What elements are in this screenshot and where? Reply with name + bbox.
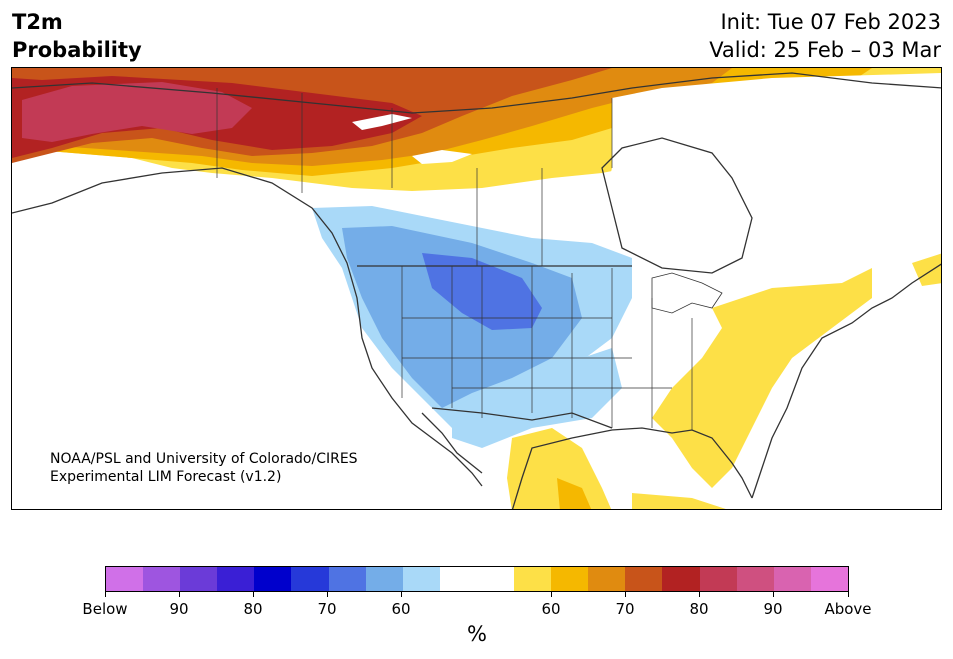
baja-coast [421,412,483,474]
colorbar-tickmark [253,592,254,597]
colorbar-segment [662,567,700,591]
colorbar-tickmark [848,592,849,597]
colorbar-segment [402,567,440,591]
chart-title: T2m Probability [12,8,142,64]
map-boundaries [12,72,941,509]
colorbar-tick-label: 80 [243,600,263,618]
colorbar-segment [439,567,477,591]
colorbar-tick-label: Below [82,600,128,618]
colorbar-tick-label: 70 [317,600,337,618]
forecast-map: NOAA/PSL and University of Colorado/CIRE… [11,67,942,510]
near-normal-east-canada [602,73,941,308]
below-60-mexico [452,348,622,448]
valid-date: Valid: 25 Feb – 03 Mar [709,38,941,62]
us-mexico-border [431,407,613,429]
colorbar-segment [476,567,515,591]
colorbar-segment [365,567,403,591]
map-canvas [12,68,941,509]
colorbar [105,566,849,592]
east-coast [751,263,941,499]
colorbar-tickmark [773,592,774,597]
product-label: Probability [12,38,142,62]
colorbar-tick-label: 60 [541,600,561,618]
lake-great-slave [352,114,412,130]
arctic-coast [12,72,941,114]
colorbar-segment [736,567,774,591]
lake-athabasca [412,150,472,164]
colorbar-segment [514,567,552,591]
great-lakes [651,272,723,314]
credit-line-1: NOAA/PSL and University of Colorado/CIRE… [50,451,358,467]
credit-text: NOAA/PSL and University of Colorado/CIRE… [50,450,358,486]
colorbar-segment [180,567,218,591]
colorbar-tick-label: 80 [689,600,709,618]
colorbar-segment [106,567,144,591]
above-60-east-us [652,268,872,488]
colorbar-segment [143,567,181,591]
colorbar-unit: % [467,622,487,646]
colorbar-tickmark [551,592,552,597]
above-65-mexico [557,478,592,509]
colorbar-segment [254,567,292,591]
colorbar-tickmark [699,592,700,597]
colorbar-segment [699,567,737,591]
colorbar-segment [625,567,663,591]
colorbar-tick-label: 90 [169,600,189,618]
above-85-alaska [22,82,252,142]
hudson-bay [601,137,753,274]
colorbar-segment [217,567,255,591]
colorbar-tick-label: 70 [615,600,635,618]
forecast-dates: Init: Tue 07 Feb 2023 Valid: 25 Feb – 03… [709,8,941,64]
gulf-coast [511,427,753,509]
colorbar-segment [551,567,589,591]
colorbar-tickmark [179,592,180,597]
init-date: Init: Tue 07 Feb 2023 [720,10,941,34]
colorbar-segment [588,567,626,591]
colorbar-segment [773,567,811,591]
colorbar-tickmark [327,592,328,597]
canada-province-lines [216,88,613,266]
colorbar-tick-label: Above [824,600,872,618]
colorbar-tickmark [625,592,626,597]
colorbar-segment [291,567,329,591]
colorbar-segment [810,567,848,591]
colorbar-tick-label: 60 [391,600,411,618]
pacific-coast [12,167,483,487]
above-60-caribbean [632,493,726,509]
colorbar-tickmark [105,592,106,597]
variable-label: T2m [12,10,63,34]
colorbar-tickmark [401,592,402,597]
credit-line-2: Experimental LIM Forecast (v1.2) [50,469,282,485]
colorbar-tick-label: 90 [763,600,783,618]
colorbar-segment [328,567,366,591]
state-lines [401,266,693,430]
